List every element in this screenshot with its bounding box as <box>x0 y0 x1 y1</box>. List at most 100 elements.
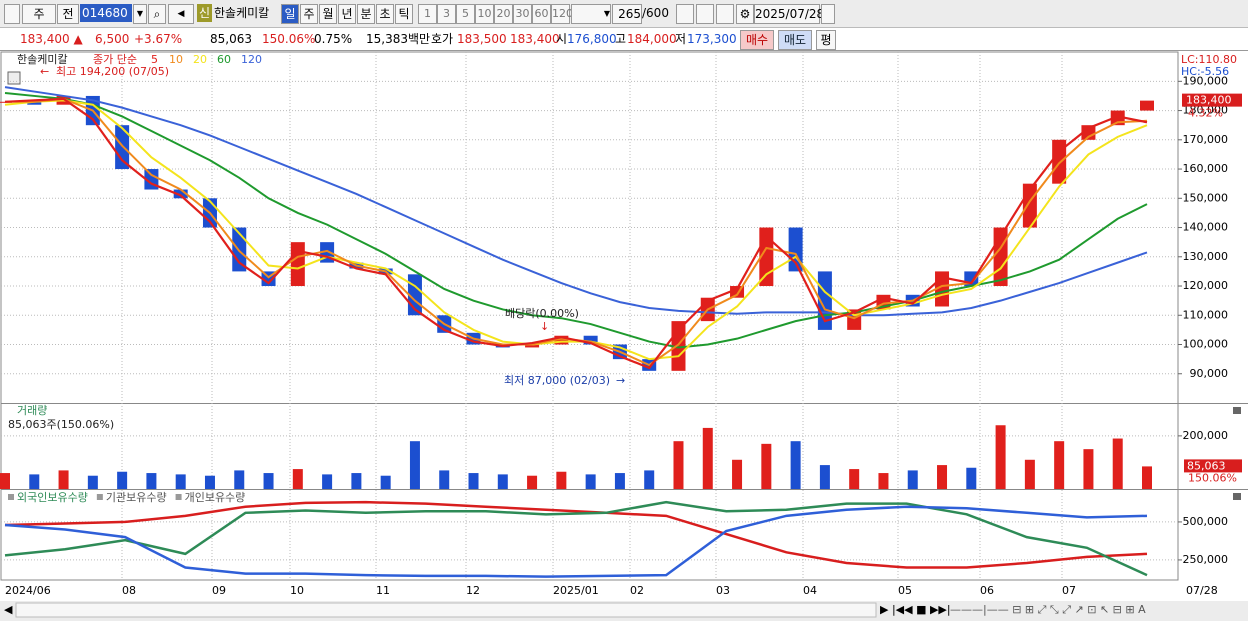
scroll-left[interactable]: ◀ <box>4 603 13 616</box>
avg-button[interactable]: 평 <box>816 30 836 50</box>
buy-button[interactable]: 매수 <box>740 30 774 50</box>
volume-bar <box>995 425 1006 489</box>
holding-line <box>4 500 1148 569</box>
chart-title: 한솔케미칼 <box>17 53 68 66</box>
y-tick-label: 120,000 <box>1183 279 1229 292</box>
y-tick-label: 180,000 <box>1183 104 1229 117</box>
legend-swatch <box>8 494 14 500</box>
legend-entry: 개인보유수량 <box>185 491 246 504</box>
low-label: 최저 87,000 (02/03) <box>504 374 610 387</box>
y-tick-label: 500,000 <box>1183 515 1229 528</box>
menu-icon[interactable] <box>4 4 20 24</box>
panel-subtitle: 85,063주(150.06%) <box>8 418 114 431</box>
interval-button[interactable]: 20 <box>494 4 513 24</box>
interval-button[interactable]: 3 <box>437 4 456 24</box>
prev-button[interactable]: ◀ <box>168 4 194 24</box>
y-tick-label: 250,000 <box>1183 553 1229 566</box>
legend-entry: 60 <box>217 53 231 66</box>
tool-icon[interactable] <box>676 4 694 24</box>
interval-button[interactable]: 10 <box>475 4 494 24</box>
count-input[interactable]: 265 <box>612 4 642 24</box>
period-button[interactable]: 주 <box>300 4 318 24</box>
dividend-arrow: ↓ <box>540 320 549 333</box>
y-tick-label: 190,000 <box>1183 74 1229 87</box>
y-tick-label: 100,000 <box>1183 338 1229 351</box>
volume-bar <box>234 470 245 489</box>
scroll-right[interactable]: ▶ |◀◀ ■ ▶▶| <box>880 603 951 616</box>
x-tick-label: 08 <box>122 584 136 597</box>
code-dropdown[interactable]: ▼ <box>133 4 147 24</box>
interval-button[interactable]: 1 <box>418 4 437 24</box>
volume-bar <box>292 469 303 489</box>
interval-dropdown[interactable]: ▼ <box>571 4 611 24</box>
tool-icon[interactable] <box>696 4 714 24</box>
volume-bar <box>263 473 274 489</box>
volume-bar <box>702 427 713 489</box>
y-tick-label: 90,000 <box>1190 367 1229 380</box>
candle <box>173 189 188 199</box>
panel-icon[interactable] <box>7 71 21 85</box>
low-label: 저 <box>675 32 687 46</box>
volume-bar <box>439 470 450 489</box>
settings-icon[interactable]: ⚙ <box>736 4 754 24</box>
legend-entry: 10 <box>169 53 183 66</box>
x-tick-label: 2025/01 <box>553 584 599 597</box>
holding-line <box>4 500 1148 577</box>
volume-bar <box>614 473 625 489</box>
y-tick-label: 140,000 <box>1183 221 1229 234</box>
interval-button[interactable]: 60 <box>532 4 551 24</box>
volume: 85,063 <box>210 32 252 46</box>
date-input[interactable]: 2025/07/28 <box>754 4 824 24</box>
code-input[interactable]: 014680 <box>80 4 132 22</box>
period-button[interactable]: 틱 <box>395 4 413 24</box>
panel-close[interactable] <box>1233 407 1241 414</box>
volume-bar <box>58 470 69 489</box>
period-button[interactable]: 일 <box>281 4 299 24</box>
sell-button[interactable]: 매도 <box>778 30 812 50</box>
volume-bar <box>1024 459 1035 489</box>
ask-label: 호가 <box>431 32 454 46</box>
volume-bar <box>497 474 508 489</box>
turnover: 0.75% <box>314 32 353 46</box>
search-button[interactable]: ⌕ <box>148 4 166 24</box>
ma-label: 종가 단순 <box>93 53 137 66</box>
interval-button[interactable]: 120 <box>551 4 573 24</box>
legend-entry: 20 <box>193 53 207 66</box>
tool-icon[interactable] <box>716 4 734 24</box>
volume-bar <box>673 441 684 489</box>
high-label: 최고 194,200 (07/05) <box>56 65 169 78</box>
zoom-controls[interactable]: ———|—— ⊟ ⊞ ⤢ ⤡ ⤢ ↗ ⊡ ↖ ⊟ ⊞ A <box>950 603 1146 616</box>
volume-bar <box>878 473 889 489</box>
bid: 183,400 <box>510 32 560 46</box>
volume-bar <box>790 441 801 489</box>
interval-button[interactable]: 30 <box>513 4 532 24</box>
candle <box>1052 139 1067 184</box>
x-tick-label: 09 <box>212 584 226 597</box>
calendar-icon[interactable] <box>821 4 835 24</box>
x-tick-label: 03 <box>716 584 730 597</box>
period-button[interactable]: 월 <box>319 4 337 24</box>
volume-bar <box>380 475 391 489</box>
prev-select[interactable]: 전 <box>57 4 79 24</box>
quote-bar: 183,400 ▲ 6,500 +3.67% 85,063 150.06% 0.… <box>0 28 1248 51</box>
x-tick-label: 04 <box>803 584 817 597</box>
low-arrow: → <box>616 374 625 387</box>
high-arrow: ← <box>40 65 49 78</box>
high: 184,000 <box>627 32 677 46</box>
market-select[interactable]: 주 <box>22 4 56 24</box>
low: 173,300 <box>687 32 737 46</box>
ma-line <box>4 86 1148 317</box>
legend-swatch <box>175 494 182 500</box>
ask: 183,500 <box>457 32 507 46</box>
panel-close[interactable] <box>1233 493 1241 500</box>
period-button[interactable]: 년 <box>338 4 356 24</box>
volume-bar <box>351 473 362 489</box>
period-button[interactable]: 분 <box>357 4 375 24</box>
candle <box>27 101 42 105</box>
volume-bar <box>644 470 655 489</box>
scroll-track[interactable] <box>15 602 877 618</box>
interval-button[interactable]: 5 <box>456 4 475 24</box>
volume-bar <box>527 475 538 489</box>
period-button[interactable]: 초 <box>376 4 394 24</box>
